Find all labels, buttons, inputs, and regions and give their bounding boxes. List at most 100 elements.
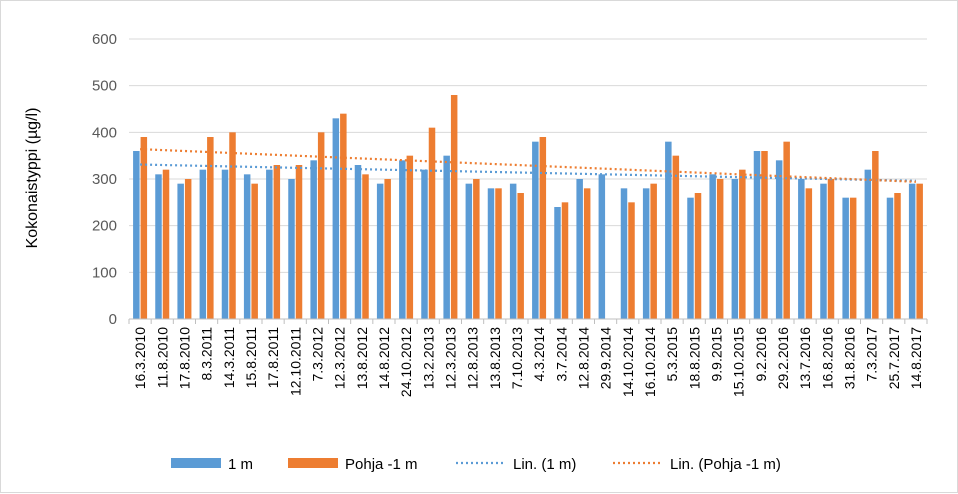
x-tick-label: 14.10.2014 [620,327,636,397]
bar-1m-31.8.2016 [842,197,849,319]
bar-1m-12.3.2013 [443,155,450,319]
bar-pohja-9.2.2016 [761,151,768,319]
trendline-pohja [140,148,916,183]
legend-pohja-label: Pohja -1 m [345,456,418,473]
bar-1m-9.9.2015 [709,174,716,319]
bar-pohja-7.3.2017 [872,151,879,319]
bar-1m-16.10.2014 [642,188,650,319]
bar-pohja-7.3.2012 [317,132,325,319]
x-tick-label: 16.3.2010 [132,327,148,389]
x-tick-label: 13.8.2012 [354,327,370,389]
bar-1m-12.8.2014 [576,179,583,319]
bar-pohja-12.3.2013 [450,95,458,319]
bar-pohja-5.3.2015 [672,155,680,319]
x-tick-label: 16.8.2016 [819,327,835,389]
x-axis-tick-labels: 16.3.2010 11.8.2010 17.8.2010 8.3.2011 14.3.… [132,327,924,397]
bar-1m-14.8.2017 [908,183,916,319]
y-tick-label: 600 [92,31,117,48]
bar-pohja-14.8.2017 [916,183,923,319]
bar-pohja-4.3.2014 [539,137,547,319]
bar-pohja-29.2.2016 [783,141,790,319]
bar-1m-7.10.2013 [509,183,517,319]
bar-pohja-3.7.2014 [561,202,569,319]
x-tick-label: 25.7.2017 [886,327,902,389]
x-tick-label: 15.10.2015 [731,327,747,397]
x-tick-label: 13.7.2016 [797,327,813,389]
bar-pohja-8.3.2011 [207,137,214,319]
bar-1m-18.8.2015 [687,197,694,319]
x-axis [128,318,928,324]
bar-pohja-13.8.2013 [495,188,502,319]
bar-1m-13.8.2013 [487,188,495,319]
y-axis-ticks: 0 100 200 300 400 500 600 [92,31,117,328]
x-tick-label: 14.8.2017 [908,327,924,389]
legend: 1 m Pohja -1 m Lin. (1 m) Lin. (Pohja -1 m) [171,456,781,473]
bar-pohja-13.7.2016 [805,188,813,319]
bar-1m-16.3.2010 [133,151,140,319]
x-tick-label: 11.8.2010 [154,327,170,388]
y-tick-label: 100 [92,264,117,281]
x-tick-label: 17.8.2011 [265,327,281,388]
bar-1m-16.8.2016 [820,183,827,319]
trendline-1m [140,163,916,182]
bar-1m-8.3.2011 [199,169,207,319]
x-tick-label: 8.3.2011 [199,327,215,381]
bar-pohja-13.8.2012 [362,174,369,319]
x-tick-label: 4.3.2014 [531,327,547,382]
legend-lin-pohja-label: Lin. (Pohja -1 m) [670,456,781,473]
x-tick-label: 14.8.2012 [376,327,392,389]
x-tick-label: 16.10.2014 [642,327,658,397]
bar-pohja-25.7.2017 [894,193,901,319]
bar-pohja-12.8.2014 [583,188,591,319]
bar-pohja-7.10.2013 [517,193,524,319]
bar-pohja-17.8.2011 [273,165,281,319]
bar-pohja-16.10.2014 [650,183,657,319]
bar-1m-7.3.2017 [864,169,872,319]
bar-1m-7.3.2012 [310,160,317,319]
x-tick-label: 5.3.2015 [664,327,680,382]
bar-1m-12.3.2012 [332,118,340,319]
x-tick-label: 12.3.2012 [332,327,348,389]
x-tick-label: 9.2.2016 [753,327,769,382]
bar-1m-12.10.2011 [288,179,295,319]
bar-1m-13.2.2013 [421,169,428,319]
x-tick-label: 7.3.2012 [309,327,325,382]
bar-pohja-16.8.2016 [827,179,835,319]
x-tick-label: 18.8.2015 [686,327,702,389]
bar-1m-11.8.2010 [155,174,162,319]
y-axis-label: Kokonaistyppi (µg/l) [24,108,41,249]
legend-1m-swatch [171,458,221,468]
bar-pohja-12.8.2013 [473,179,480,319]
gridlines [129,38,927,273]
bar-1m-12.8.2013 [465,183,473,319]
bar-1m-14.8.2012 [376,183,384,319]
y-tick-label: 0 [109,311,117,328]
x-tick-label: 12.8.2013 [465,327,481,389]
bar-1m-24.10.2012 [399,160,406,319]
bar-1m-25.7.2017 [886,197,894,319]
x-tick-label: 12.10.2011 [287,327,303,396]
legend-lin-1m-label: Lin. (1 m) [513,456,576,473]
bar-1m-17.8.2010 [177,183,184,319]
bar-1m-29.9.2014 [598,174,606,319]
bar-pohja-13.2.2013 [428,127,436,320]
bar-1m-5.3.2015 [665,141,672,319]
bar-pohja-9.9.2015 [716,179,724,319]
bar-pohja-14.3.2011 [229,132,236,319]
bar-pohja-12.3.2012 [340,113,347,320]
x-tick-label: 14.3.2011 [221,327,237,388]
x-tick-label: 12.3.2013 [442,327,458,389]
bar-1m-17.8.2011 [266,169,273,319]
x-tick-label: 24.10.2012 [398,327,414,397]
x-tick-label: 7.10.2013 [509,327,525,389]
y-tick-label: 200 [92,218,117,235]
bar-1m-13.7.2016 [798,179,805,319]
bar-pohja-15.10.2015 [739,169,746,319]
x-tick-label: 31.8.2016 [841,327,857,389]
bar-1m-9.2.2016 [753,151,761,319]
bar-1m-3.7.2014 [554,207,561,319]
bar-pohja-18.8.2015 [694,193,702,319]
bar-pohja-17.8.2010 [184,179,192,319]
